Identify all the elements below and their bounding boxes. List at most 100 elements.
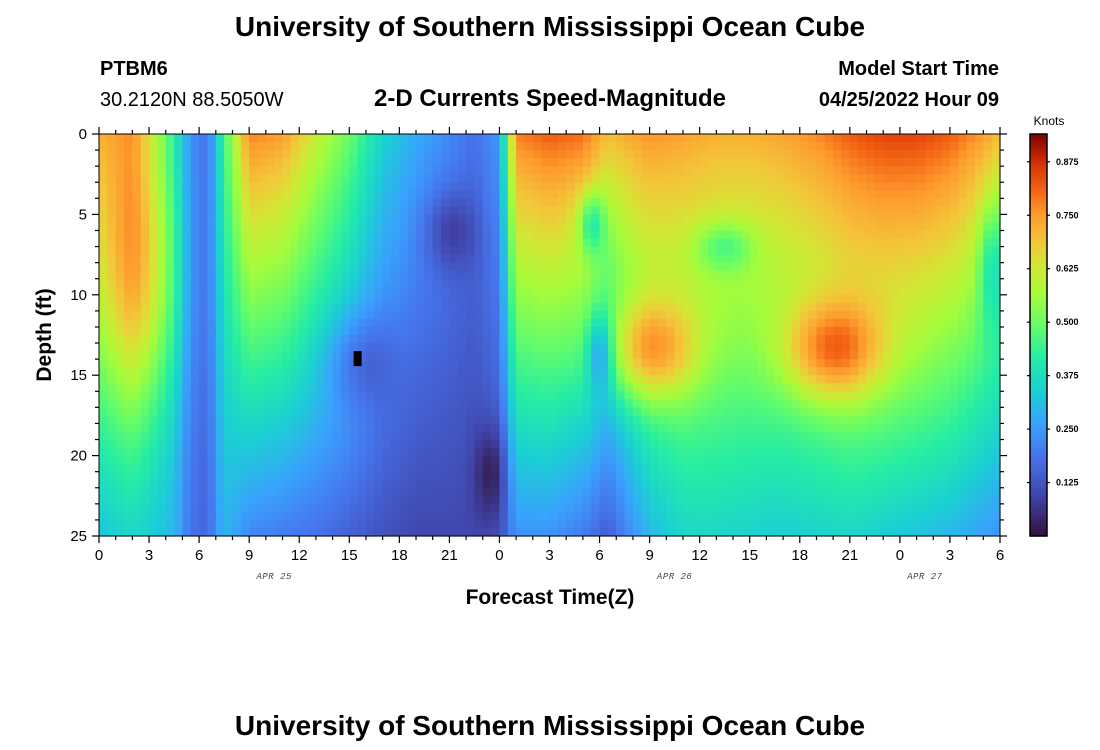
heatmap-cell bbox=[340, 447, 350, 457]
heatmap-cell bbox=[607, 335, 617, 344]
heatmap-cell bbox=[149, 286, 158, 296]
heatmap-cell bbox=[682, 447, 692, 457]
heatmap-cell bbox=[591, 359, 601, 368]
heatmap-cell bbox=[641, 158, 651, 167]
heatmap-cell bbox=[774, 286, 784, 296]
heatmap-cell bbox=[491, 367, 501, 376]
heatmap-cell bbox=[599, 310, 609, 320]
heatmap-cell bbox=[791, 439, 801, 449]
heatmap-cell bbox=[749, 278, 759, 288]
heatmap-cell bbox=[432, 431, 442, 441]
heatmap-cell bbox=[816, 511, 826, 521]
heatmap-cell bbox=[791, 182, 801, 191]
heatmap-cell bbox=[766, 206, 776, 215]
heatmap-cell bbox=[741, 391, 751, 400]
heatmap-cell bbox=[632, 246, 642, 256]
heatmap-cell bbox=[299, 214, 309, 224]
heatmap-cell bbox=[299, 302, 309, 312]
heatmap-cell bbox=[115, 479, 125, 489]
heatmap-cell bbox=[616, 318, 626, 328]
heatmap-cell bbox=[799, 214, 809, 224]
heatmap-cell bbox=[766, 527, 776, 537]
heatmap-cell bbox=[899, 367, 909, 376]
heatmap-cell bbox=[899, 302, 909, 312]
heatmap-cell bbox=[649, 302, 659, 312]
heatmap-cell bbox=[833, 182, 843, 191]
heatmap-cell bbox=[482, 343, 492, 352]
heatmap-cell bbox=[607, 278, 617, 288]
heatmap-cell bbox=[616, 230, 626, 240]
heatmap-cell bbox=[416, 246, 425, 256]
heatmap-cell bbox=[290, 166, 300, 175]
heatmap-cell bbox=[582, 503, 592, 513]
heatmap-cell bbox=[332, 343, 342, 352]
heatmap-cell bbox=[99, 439, 108, 449]
heatmap-cell bbox=[340, 206, 350, 215]
heatmap-cell bbox=[182, 294, 192, 304]
heatmap-cell bbox=[549, 383, 559, 392]
heatmap-cell bbox=[624, 302, 634, 312]
heatmap-cell bbox=[441, 166, 450, 175]
heatmap-cell bbox=[741, 351, 751, 360]
heatmap-cell bbox=[257, 391, 267, 400]
heatmap-cell bbox=[774, 310, 784, 320]
heatmap-cell bbox=[708, 527, 717, 537]
heatmap-cell bbox=[891, 286, 901, 296]
heatmap-cell bbox=[249, 455, 259, 465]
heatmap-cell bbox=[682, 343, 692, 352]
heatmap-cell bbox=[724, 278, 734, 288]
heatmap-cell bbox=[666, 214, 676, 224]
heatmap-cell bbox=[124, 399, 133, 408]
heatmap-cell bbox=[390, 230, 400, 240]
heatmap-cell bbox=[708, 246, 717, 256]
heatmap-cell bbox=[908, 391, 918, 400]
heatmap-cell bbox=[416, 286, 425, 296]
heatmap-cell bbox=[532, 238, 542, 248]
heatmap-cell bbox=[224, 198, 234, 207]
heatmap-cell bbox=[557, 326, 567, 336]
heatmap-cell bbox=[482, 270, 492, 280]
heatmap-cell bbox=[716, 527, 726, 537]
heatmap-cell bbox=[224, 318, 234, 328]
heatmap-cell bbox=[632, 511, 642, 521]
heatmap-cell bbox=[507, 182, 517, 191]
heatmap-cell bbox=[165, 286, 175, 296]
heatmap-cell bbox=[849, 463, 859, 473]
heatmap-cell bbox=[482, 463, 492, 473]
heatmap-cell bbox=[424, 455, 434, 465]
heatmap-cell bbox=[274, 166, 284, 175]
heatmap-cell bbox=[724, 190, 734, 199]
heatmap-cell bbox=[783, 310, 793, 320]
heatmap-cell bbox=[516, 439, 526, 449]
heatmap-cell bbox=[182, 326, 192, 336]
heatmap-cell bbox=[574, 335, 584, 344]
heatmap-cell bbox=[883, 134, 893, 143]
heatmap-cell bbox=[908, 134, 918, 143]
heatmap-cell bbox=[115, 519, 125, 529]
heatmap-cell bbox=[107, 447, 117, 457]
heatmap-cell bbox=[924, 335, 934, 344]
heatmap-cell bbox=[908, 471, 918, 481]
heatmap-cell bbox=[207, 326, 217, 336]
heatmap-cell bbox=[883, 519, 893, 529]
heatmap-cell bbox=[724, 158, 734, 167]
heatmap-cell bbox=[349, 318, 359, 328]
heatmap-cell bbox=[399, 399, 409, 408]
heatmap-cell bbox=[566, 511, 576, 521]
heatmap-cell bbox=[532, 182, 542, 191]
heatmap-cell bbox=[282, 198, 292, 207]
heatmap-cell bbox=[382, 198, 392, 207]
heatmap-cell bbox=[441, 270, 450, 280]
heatmap-cell bbox=[474, 262, 484, 272]
heatmap-cell bbox=[682, 431, 692, 441]
heatmap-cell bbox=[783, 166, 793, 175]
heatmap-cell bbox=[699, 487, 709, 497]
heatmap-cell bbox=[866, 142, 876, 151]
heatmap-cell bbox=[624, 375, 634, 384]
heatmap-cell bbox=[866, 463, 876, 473]
heatmap-cell bbox=[324, 455, 334, 465]
heatmap-cell bbox=[733, 238, 742, 248]
heatmap-cell bbox=[491, 359, 501, 368]
heatmap-cell bbox=[749, 318, 759, 328]
heatmap-cell bbox=[716, 174, 726, 183]
